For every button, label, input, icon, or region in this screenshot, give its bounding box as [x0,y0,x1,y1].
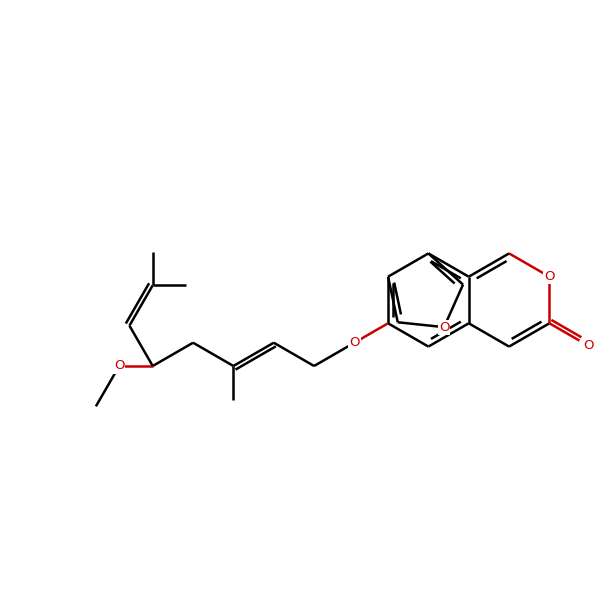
Text: O: O [544,270,554,283]
Text: O: O [114,359,124,373]
Text: O: O [349,336,359,349]
Text: O: O [439,320,449,334]
Text: O: O [583,340,594,352]
